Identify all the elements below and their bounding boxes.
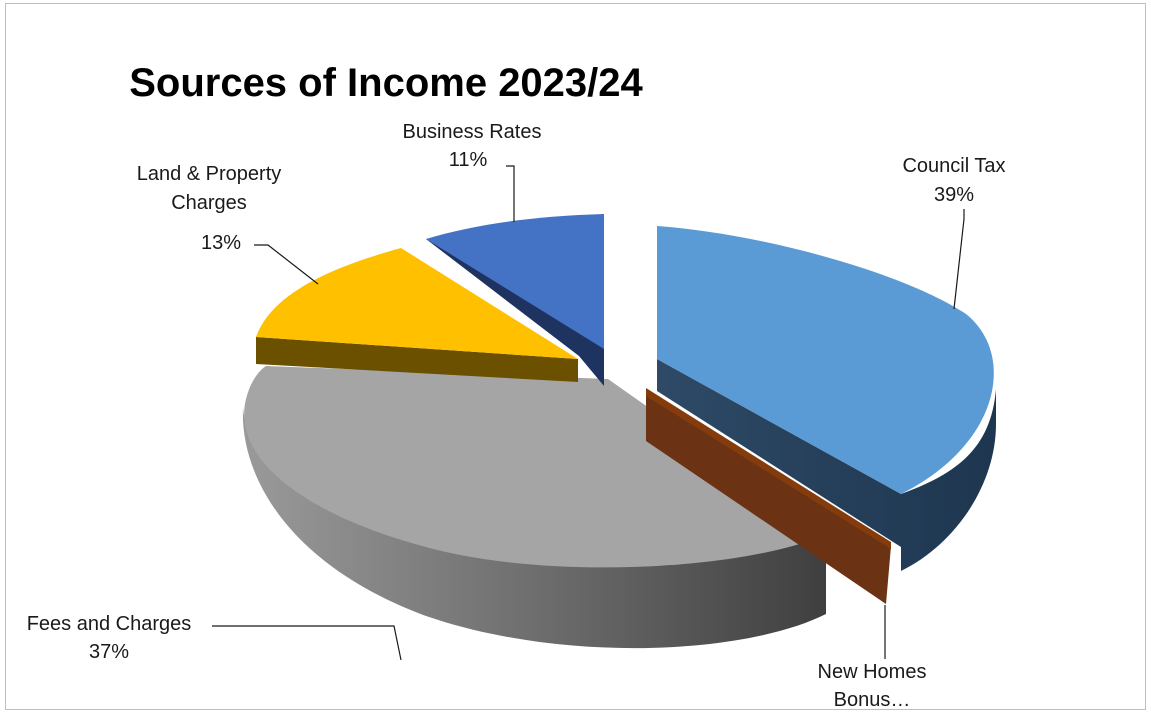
slice-fees-and-charges-side-outline [242,408,826,649]
data-label-land-property-name-line2: Charges [171,192,247,214]
data-label-business-rates-name: Business Rates [403,121,542,143]
slice-council-tax [657,226,996,571]
data-label-business-rates-value: 11% [449,149,488,171]
slice-business-rates [426,214,604,386]
slice-fees-and-charges-top [244,366,828,568]
slice-council-tax-side [657,359,996,571]
slice-business-rates-top [426,214,604,349]
data-label-land-property-name-line1: Land & Property [137,163,282,185]
slice-land-property-top [256,248,578,359]
data-label-fees-and-charges-value: 37% [89,641,129,663]
slice-new-homes-bonus [646,388,891,604]
data-label-business-rates: Business Rates 11% [403,121,542,171]
data-label-fees-and-charges: Fees and Charges 37% [27,613,192,663]
pie-chart: Sources of Income 2023/24 [27,61,1006,711]
slice-land-property [256,248,578,382]
leader-line-fees-and-charges [212,625,402,661]
slice-new-homes-bonus-side [646,392,891,604]
data-label-new-homes-bonus-line2: Bonus… [834,689,911,711]
leader-line-land-property [254,244,319,285]
data-label-council-tax-value: 39% [934,184,974,206]
chart-title: Sources of Income 2023/24 [129,61,643,105]
data-label-new-homes-bonus: New Homes Bonus… [818,661,927,711]
data-label-land-property-value: 13% [201,232,241,254]
data-label-new-homes-bonus-line1: New Homes [818,661,927,683]
slice-new-homes-bonus-edge [646,388,891,549]
slice-council-tax-top [657,226,994,494]
slice-land-property-side [256,337,578,382]
data-label-land-property: Land & Property Charges 13% [137,163,282,254]
leader-line-council-tax [953,209,965,310]
data-label-fees-and-charges-name: Fees and Charges [27,613,192,635]
slice-fees-and-charges [242,366,828,649]
leader-line-business-rates [506,165,515,222]
data-label-council-tax-name: Council Tax [902,155,1005,177]
data-label-council-tax: Council Tax 39% [902,155,1005,206]
chart-area: Sources of Income 2023/24 [5,3,1146,711]
